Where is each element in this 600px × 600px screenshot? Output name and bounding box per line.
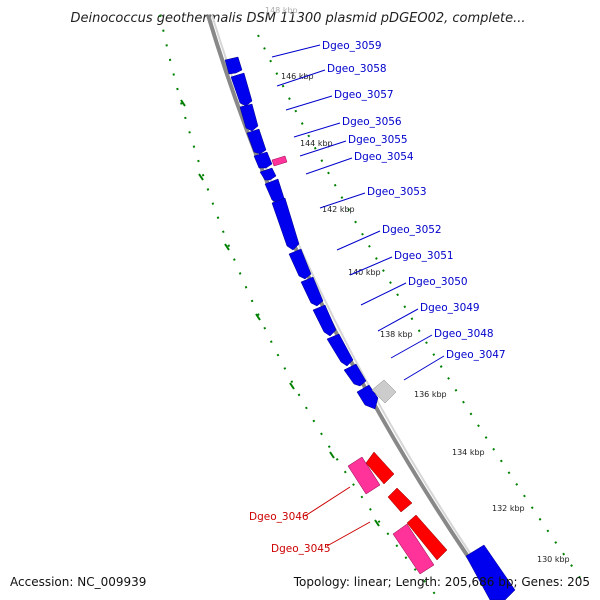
gene-label[interactable]: Dgeo_3048 — [434, 328, 494, 340]
map-title: Deinococcus geothermalis DSM 11300 plasm… — [70, 11, 525, 26]
gene-arrow[interactable] — [288, 248, 312, 280]
gene-label[interactable]: Dgeo_3057 — [334, 89, 394, 101]
gene-label[interactable]: Dgeo_3052 — [382, 224, 442, 236]
gene-arrow[interactable] — [271, 197, 300, 251]
reverse-pseudo-genes — [347, 456, 435, 575]
accession-text: Accession: NC_009939 — [10, 575, 146, 589]
gene-arrow[interactable] — [230, 72, 253, 107]
gene-arrow[interactable] — [387, 487, 413, 513]
gene-arrow[interactable] — [246, 128, 267, 155]
gene-arrow[interactable] — [253, 151, 273, 169]
gene-label[interactable]: Dgeo_3054 — [354, 151, 414, 163]
gene-label[interactable]: Dgeo_3045 — [271, 543, 331, 555]
gene-arrow[interactable] — [406, 514, 448, 561]
gene-arrow[interactable] — [365, 451, 395, 485]
gene-label[interactable]: Dgeo_3056 — [342, 116, 402, 128]
tick-label: 140 kbp — [348, 268, 381, 277]
gene-label[interactable]: Dgeo_3059 — [322, 40, 382, 52]
summary-text: Topology: linear; Length: 205,686 bp; Ge… — [293, 575, 590, 589]
blue-gene-labels: Dgeo_3059 Dgeo_3058 Dgeo_3057 Dgeo_3056 … — [322, 40, 506, 361]
major-ticks — [180, 99, 380, 527]
tick-label: 148 kbp — [265, 6, 298, 15]
tick-label: 134 kbp — [452, 448, 485, 457]
gene-arrow[interactable] — [300, 276, 324, 307]
tick-label: 144 kbp — [300, 139, 333, 148]
tick-label: 130 kbp — [537, 555, 570, 564]
tick-labels: 148 kbp 146 kbp 144 kbp 142 kbp 140 kbp … — [265, 6, 570, 564]
gene-label[interactable]: Dgeo_3058 — [327, 63, 387, 75]
gene-label[interactable]: Dgeo_3046 — [249, 511, 309, 523]
gene-arrow[interactable] — [312, 304, 337, 337]
tick-label: 146 kbp — [281, 72, 314, 81]
tick-label: 138 kbp — [380, 330, 413, 339]
pseudo-gene[interactable] — [271, 155, 288, 167]
gene-label[interactable]: Dgeo_3047 — [446, 349, 506, 361]
gene-label[interactable]: Dgeo_3049 — [420, 302, 480, 314]
other-feature[interactable] — [371, 379, 397, 404]
reverse-genes — [365, 451, 448, 561]
gene-label[interactable]: Dgeo_3053 — [367, 186, 427, 198]
tick-label: 132 kbp — [492, 504, 525, 513]
gene-arrow[interactable] — [347, 456, 381, 495]
gene-arrow[interactable] — [259, 167, 277, 181]
gene-arrow[interactable] — [326, 333, 354, 367]
red-leader-lines — [304, 486, 371, 547]
gene-label[interactable]: Dgeo_3055 — [348, 134, 408, 146]
tick-label: 142 kbp — [322, 205, 355, 214]
gene-arrow[interactable] — [343, 363, 367, 387]
gene-arrow[interactable] — [392, 523, 435, 575]
tick-label: 136 kbp — [414, 390, 447, 399]
gene-label[interactable]: Dgeo_3050 — [408, 276, 468, 288]
gene-arrow[interactable] — [465, 544, 516, 600]
blue-leader-lines — [271, 44, 445, 381]
inner-tick-ring — [159, 14, 441, 600]
red-gene-labels: Dgeo_3046 Dgeo_3045 — [249, 511, 331, 555]
gene-arrow[interactable] — [224, 56, 243, 75]
gene-arrow[interactable] — [239, 103, 259, 132]
gene-label[interactable]: Dgeo_3051 — [394, 250, 454, 262]
